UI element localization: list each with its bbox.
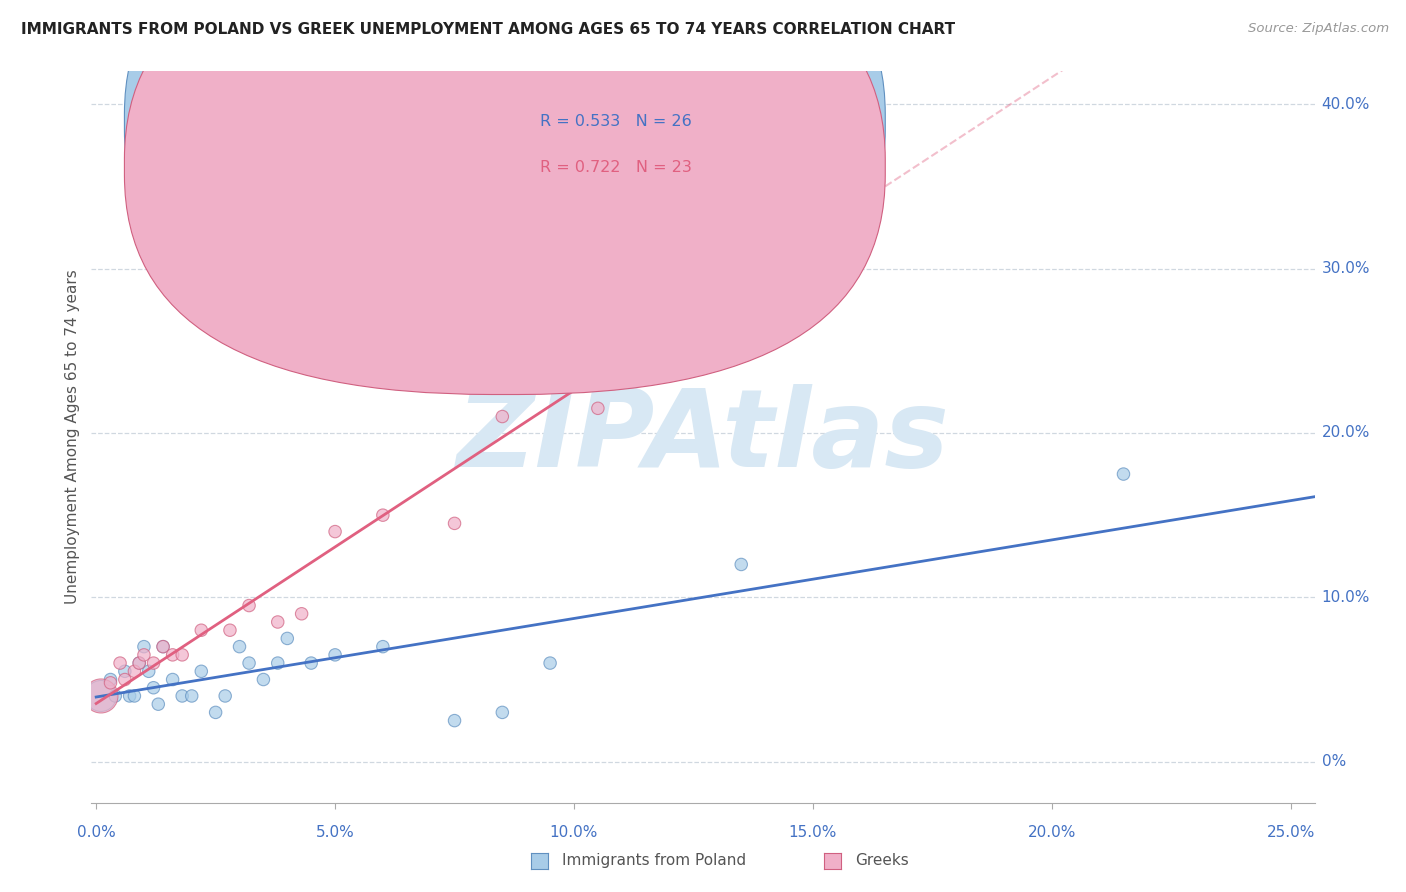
Point xyxy=(276,632,298,646)
Point xyxy=(204,706,226,720)
Point xyxy=(124,689,146,703)
Point xyxy=(371,640,394,654)
FancyBboxPatch shape xyxy=(464,86,758,203)
Point xyxy=(323,524,346,539)
Point xyxy=(132,648,155,662)
Point xyxy=(152,640,174,654)
Point xyxy=(180,689,202,703)
Point xyxy=(491,706,513,720)
Point xyxy=(190,665,212,679)
Point xyxy=(252,673,274,687)
Point xyxy=(586,401,609,416)
Point xyxy=(371,508,394,523)
Point xyxy=(104,689,127,703)
Point xyxy=(190,624,212,638)
Point xyxy=(128,656,150,670)
Point xyxy=(323,648,346,662)
Point xyxy=(108,656,131,670)
Text: 30.0%: 30.0% xyxy=(1322,261,1369,277)
Point xyxy=(142,656,165,670)
Point xyxy=(754,179,776,194)
Text: 10.0%: 10.0% xyxy=(550,825,598,840)
FancyBboxPatch shape xyxy=(124,0,886,394)
Point xyxy=(267,656,290,670)
Point xyxy=(100,675,122,690)
Point xyxy=(214,689,236,703)
Text: Immigrants from Poland: Immigrants from Poland xyxy=(562,854,747,868)
Text: Greeks: Greeks xyxy=(855,854,908,868)
Text: 5.0%: 5.0% xyxy=(316,825,354,840)
Point xyxy=(114,673,136,687)
Point xyxy=(238,656,260,670)
Point xyxy=(238,599,260,613)
Point xyxy=(172,648,194,662)
FancyBboxPatch shape xyxy=(124,0,886,350)
Point xyxy=(267,615,290,629)
Text: 0.0%: 0.0% xyxy=(77,825,115,840)
Point xyxy=(132,640,155,654)
Text: 10.0%: 10.0% xyxy=(1322,590,1369,605)
Text: IMMIGRANTS FROM POLAND VS GREEK UNEMPLOYMENT AMONG AGES 65 TO 74 YEARS CORRELATI: IMMIGRANTS FROM POLAND VS GREEK UNEMPLOY… xyxy=(21,22,955,37)
Point xyxy=(162,673,184,687)
Point xyxy=(730,558,752,572)
Text: 0%: 0% xyxy=(1322,755,1346,769)
Point xyxy=(128,656,150,670)
Point xyxy=(90,689,112,703)
Point xyxy=(1112,467,1135,481)
Point xyxy=(124,665,146,679)
Point xyxy=(138,665,160,679)
Text: 20.0%: 20.0% xyxy=(1028,825,1076,840)
Point xyxy=(299,656,322,670)
Text: 20.0%: 20.0% xyxy=(1322,425,1369,441)
Text: ZIPAtlas: ZIPAtlas xyxy=(457,384,949,490)
Point xyxy=(118,689,141,703)
Point xyxy=(291,607,314,621)
Text: R = 0.722   N = 23: R = 0.722 N = 23 xyxy=(540,160,692,175)
Point xyxy=(162,648,184,662)
Point xyxy=(219,624,242,638)
Text: Source: ZipAtlas.com: Source: ZipAtlas.com xyxy=(1249,22,1389,36)
Point xyxy=(228,640,250,654)
Point xyxy=(142,681,165,695)
Text: R = 0.533   N = 26: R = 0.533 N = 26 xyxy=(540,114,692,129)
Text: 25.0%: 25.0% xyxy=(1267,825,1315,840)
Point xyxy=(538,656,561,670)
Point xyxy=(443,714,465,728)
Point xyxy=(172,689,194,703)
Point xyxy=(443,516,465,531)
Point xyxy=(100,673,122,687)
Point xyxy=(148,697,170,711)
Point xyxy=(152,640,174,654)
Y-axis label: Unemployment Among Ages 65 to 74 years: Unemployment Among Ages 65 to 74 years xyxy=(65,269,80,605)
Text: 40.0%: 40.0% xyxy=(1322,96,1369,112)
Point xyxy=(706,310,728,325)
Point xyxy=(491,409,513,424)
Text: 15.0%: 15.0% xyxy=(789,825,837,840)
Point xyxy=(114,665,136,679)
Point xyxy=(90,689,112,703)
